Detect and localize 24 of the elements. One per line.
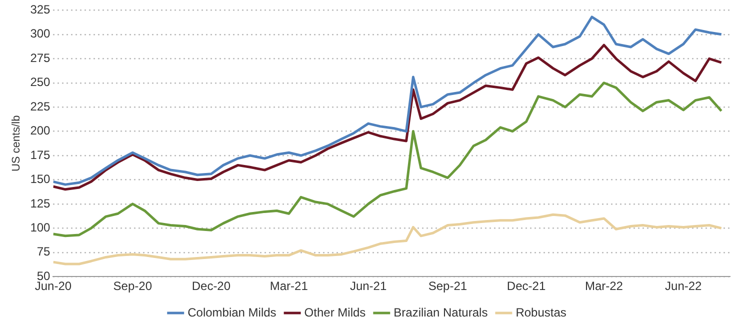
x-tick-label: Dec-21 <box>506 279 546 294</box>
y-tick-label: 125 <box>30 196 51 210</box>
y-tick-label: 300 <box>30 26 51 41</box>
y-tick-label: 250 <box>30 75 51 90</box>
y-tick-label: 200 <box>30 124 51 138</box>
x-tick-label: Jun-21 <box>350 279 387 294</box>
x-tick-label: Sep-21 <box>428 279 468 294</box>
x-tick-label: Sep-20 <box>113 279 152 294</box>
legend-label: Colombian Milds <box>188 305 276 320</box>
y-tick-label: 100 <box>30 220 51 234</box>
y-tick-label: 225 <box>30 99 51 114</box>
x-tick-label: Mar-21 <box>270 279 308 294</box>
y-tick-label: 275 <box>30 50 51 65</box>
y-tick-label: 75 <box>36 244 51 259</box>
y-tick-label: 150 <box>30 172 51 186</box>
legend-label: Brazilian Naturals <box>394 305 488 320</box>
y-tick-label: 325 <box>30 2 51 17</box>
x-tick-label: Dec-20 <box>192 279 231 294</box>
x-tick-label: Mar-22 <box>584 279 624 294</box>
x-tick-label: Jun-22 <box>665 279 702 294</box>
legend-label: Other Milds <box>304 305 366 320</box>
legend-label: Robustas <box>516 305 566 320</box>
y-tick-label: 175 <box>30 148 51 162</box>
y-axis-title: US cents/lb <box>10 115 23 172</box>
